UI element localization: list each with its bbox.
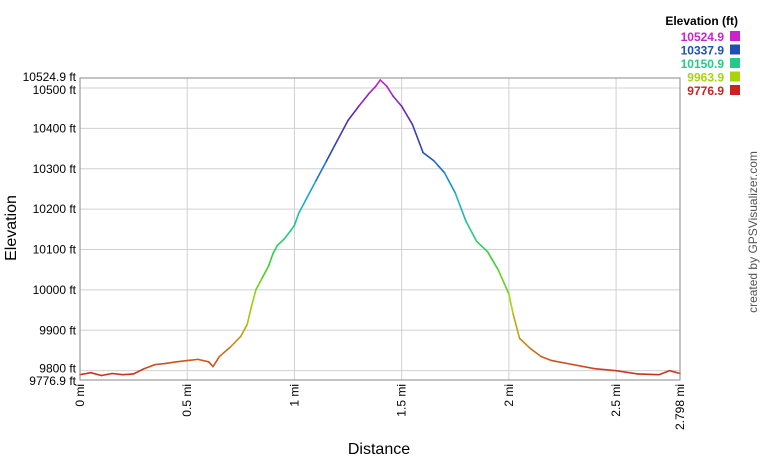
profile-segment: [658, 369, 671, 376]
profile-segment: [293, 212, 300, 227]
plot-border: [79, 77, 681, 381]
x-tick-label: 2.798 mi: [673, 384, 687, 430]
profile-segment: [89, 371, 103, 377]
profile-segment: [132, 367, 146, 375]
profile-segment: [336, 119, 349, 142]
profile-segment: [175, 359, 189, 363]
profile-segment: [197, 358, 210, 363]
profile-segment: [411, 123, 424, 154]
legend-swatch: [730, 44, 740, 55]
x-tick-label: 0 mi: [73, 384, 87, 407]
x-tick-label: 2 mi: [502, 384, 516, 407]
x-axis-ticks: 0 mi 0.5 mi 1 mi 1.5 mi 2 mi 2.5 mi 2.798 mi: [73, 384, 687, 430]
profile-segment: [325, 139, 339, 162]
profile-segment: [636, 373, 660, 376]
y-tick-label: 10200 ft: [33, 202, 77, 216]
legend-swatch: [730, 71, 740, 82]
legend-entry-label: 10150.9: [681, 57, 725, 71]
profile-segment: [422, 151, 435, 162]
profile-segment: [368, 85, 377, 94]
profile-segment: [443, 172, 457, 194]
profile-segment: [572, 363, 596, 370]
profile-segment: [668, 369, 681, 375]
credit-text: created by GPSVisualizer.com: [746, 151, 760, 313]
y-tick-label: 10400 ft: [33, 121, 77, 135]
profile-segment: [518, 337, 532, 350]
profile-segment: [218, 346, 231, 358]
legend-entry-label: 9776.9: [687, 84, 724, 98]
legend-entry-label: 9963.9: [687, 71, 724, 85]
profile-segment: [250, 289, 257, 307]
y-tick-label: 10000 ft: [33, 283, 77, 297]
profile-segment: [255, 277, 264, 291]
profile-segment: [229, 335, 242, 349]
profile-segment: [475, 240, 489, 253]
y-tick-label: 10300 ft: [33, 162, 77, 176]
profile-segment: [550, 359, 575, 366]
x-axis-label: Distance: [348, 441, 410, 458]
y-tick-label: 9776.9 ft: [29, 374, 76, 388]
profile-segment: [261, 264, 270, 279]
profile-segment: [272, 244, 279, 255]
profile-segment: [289, 224, 296, 233]
profile-segment: [122, 373, 135, 376]
grid-lines: [80, 78, 680, 380]
profile-segment: [282, 230, 291, 241]
x-tick-label: 2.5 mi: [609, 384, 623, 417]
y-tick-label: 9800 ft: [39, 362, 76, 376]
profile-segment: [379, 79, 388, 87]
x-tick-label: 1.5 mi: [395, 384, 409, 417]
profile-segment: [315, 159, 328, 182]
elevation-profile-line: [79, 79, 681, 377]
profile-segment: [143, 363, 156, 370]
profile-segment: [297, 200, 306, 215]
profile-segment: [433, 159, 446, 174]
profile-segment: [276, 238, 285, 247]
profile-segment: [240, 323, 249, 338]
y-tick-label: 10500 ft: [33, 83, 77, 97]
y-tick-label: 10100 ft: [33, 243, 77, 257]
profile-segment: [615, 369, 639, 375]
profile-segment: [164, 360, 178, 365]
x-tick-label: 0.5 mi: [180, 384, 194, 417]
y-axis-label: Elevation: [3, 195, 20, 261]
profile-segment: [593, 367, 617, 372]
x-tick-label: 1 mi: [287, 384, 301, 407]
profile-segment: [212, 355, 221, 368]
elevation-legend: Elevation (ft) 10524.910337.910150.99963…: [665, 14, 740, 98]
profile-segment: [497, 268, 510, 295]
profile-segment: [508, 293, 514, 315]
profile-segment: [529, 347, 542, 358]
profile-segment: [186, 358, 199, 362]
profile-segment: [486, 250, 499, 271]
y-tick-label: 9900 ft: [39, 323, 76, 337]
profile-segment: [100, 372, 113, 377]
profile-segment: [400, 105, 414, 126]
profile-segment: [512, 313, 521, 340]
legend-swatch: [730, 85, 740, 95]
profile-segment: [267, 252, 274, 267]
legend-title: Elevation (ft): [665, 14, 738, 28]
legend-swatch: [730, 31, 740, 41]
profile-segment: [111, 372, 124, 376]
legend-entry-label: 10337.9: [681, 44, 725, 58]
legend-swatch: [730, 58, 740, 68]
legend-entry-label: 10524.9: [681, 30, 725, 44]
profile-segment: [357, 92, 371, 108]
profile-segment: [79, 371, 92, 376]
profile-segment: [304, 180, 317, 202]
profile-segment: [246, 305, 253, 326]
profile-segment: [392, 95, 403, 108]
profile-segment: [465, 220, 478, 243]
profile-segment: [454, 192, 467, 223]
y-tick-label: 10524.9 ft: [23, 70, 77, 84]
profile-segment: [154, 362, 167, 366]
profile-segment: [385, 85, 394, 97]
profile-segment: [540, 355, 553, 362]
profile-segment: [207, 360, 214, 368]
profile-segment: [347, 105, 360, 122]
profile-segment: [375, 79, 382, 87]
